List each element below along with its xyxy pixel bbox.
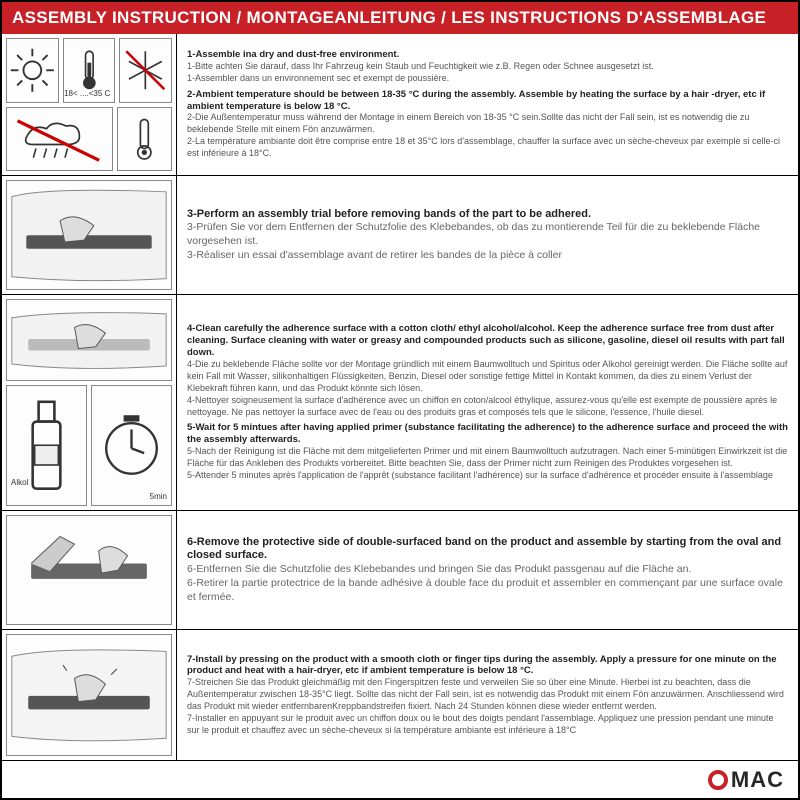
- illustration-clean-primer: Alkol 5min: [2, 295, 177, 509]
- peel-backing-icon: [6, 515, 172, 625]
- cleaning-sill-icon: [6, 299, 172, 381]
- step-1: 1-Assemble ina dry and dust-free environ…: [187, 49, 788, 85]
- illustration-peel-tape: [2, 511, 177, 629]
- step-1-fr: 1-Assembler dans un environnement sec et…: [187, 73, 449, 83]
- step-row-7: 7-Install by pressing on the product wit…: [2, 630, 798, 760]
- steps-container: 18< ....<35 C 1-Assemble: [2, 34, 798, 760]
- step-2-fr: 2-La température ambiante doit être comp…: [187, 136, 780, 158]
- brand-logo: MAC: [708, 767, 784, 793]
- step-5-fr: 5-Attender 5 minutes après l'application…: [187, 470, 773, 480]
- illustration-env-temp: 18< ....<35 C: [2, 34, 177, 175]
- logo-ring-icon: [708, 770, 728, 790]
- step-row-3: 3-Perform an assembly trial before remov…: [2, 176, 798, 295]
- press-sill-icon: [6, 634, 172, 756]
- snow-icon: [119, 38, 172, 103]
- step-4-en: 4-Clean carefully the adherence surface …: [187, 323, 785, 358]
- step-6: 6-Remove the protective side of double-s…: [187, 536, 788, 605]
- step-7: 7-Install by pressing on the product wit…: [187, 654, 788, 737]
- footer: MAC: [2, 760, 798, 798]
- illustration-press-install: [2, 630, 177, 760]
- step-3-en: 3-Perform an assembly trial before remov…: [187, 208, 591, 220]
- step-2-de: 2-Die Außentemperatur muss während der M…: [187, 112, 749, 134]
- step-6-fr: 6-Retirer la partie protectrice de la ba…: [187, 577, 783, 603]
- step-5-de: 5-Nach der Reinigung ist die Fläche mit …: [187, 446, 787, 468]
- step-4: 4-Clean carefully the adherence surface …: [187, 323, 788, 418]
- step-row-6: 6-Remove the protective side of double-s…: [2, 511, 798, 630]
- step-row-1-2: 18< ....<35 C 1-Assemble: [2, 34, 798, 176]
- bottle-label: Alkol: [11, 478, 28, 487]
- step-text-1-2: 1-Assemble ina dry and dust-free environ…: [177, 34, 798, 175]
- page-title: ASSEMBLY INSTRUCTION / MONTAGEANLEITUNG …: [2, 2, 798, 34]
- cold-temp-icon: [117, 107, 172, 172]
- alcohol-bottle-icon: Alkol: [6, 385, 87, 506]
- thermometer-icon: 18< ....<35 C: [63, 38, 116, 103]
- step-2: 2-Ambient temperature should be between …: [187, 89, 788, 160]
- temp-range-label: 18< ....<35 C: [64, 89, 110, 98]
- step-7-fr: 7-Installer en appuyant sur le produit a…: [187, 713, 773, 735]
- sun-icon: [6, 38, 59, 103]
- no-rain-icon: [6, 107, 113, 172]
- logo-text: MAC: [731, 767, 784, 793]
- instruction-sheet: ASSEMBLY INSTRUCTION / MONTAGEANLEITUNG …: [0, 0, 800, 800]
- step-4-de: 4-Die zu beklebende Fläche sollte vor de…: [187, 359, 787, 393]
- step-text-7: 7-Install by pressing on the product wit…: [177, 630, 798, 760]
- step-5: 5-Wait for 5 mintues after having applie…: [187, 422, 788, 481]
- step-7-de: 7-Streichen Sie das Produkt gleichmäßig …: [187, 677, 784, 711]
- timer-label: 5min: [150, 492, 167, 501]
- car-sill-trial-icon: [6, 180, 172, 290]
- step-text-4-5: 4-Clean carefully the adherence surface …: [177, 295, 798, 509]
- timer-5min-icon: 5min: [91, 385, 172, 506]
- step-6-en: 6-Remove the protective side of double-s…: [187, 536, 781, 562]
- illustration-trial-fit: [2, 176, 177, 294]
- step-3: 3-Perform an assembly trial before remov…: [187, 208, 788, 263]
- step-3-fr: 3-Réaliser un essai d'assemblage avant d…: [187, 249, 562, 261]
- step-3-de: 3-Prüfen Sie vor dem Entfernen der Schut…: [187, 221, 760, 247]
- step-1-de: 1-Bitte achten Sie darauf, dass Ihr Fahr…: [187, 61, 654, 71]
- step-1-en: 1-Assemble ina dry and dust-free environ…: [187, 49, 399, 60]
- step-text-3: 3-Perform an assembly trial before remov…: [177, 176, 798, 294]
- step-text-6: 6-Remove the protective side of double-s…: [177, 511, 798, 629]
- step-5-en: 5-Wait for 5 mintues after having applie…: [187, 422, 788, 445]
- step-row-4-5: Alkol 5min 4-Clean carefully the adheren…: [2, 295, 798, 510]
- step-4-fr: 4-Nettoyer soigneusement la surface d'ad…: [187, 395, 777, 417]
- step-2-en: 2-Ambient temperature should be between …: [187, 89, 765, 112]
- step-6-de: 6-Entfernen Sie die Schutzfolie des Kleb…: [187, 563, 691, 575]
- step-7-en: 7-Install by pressing on the product wit…: [187, 654, 777, 677]
